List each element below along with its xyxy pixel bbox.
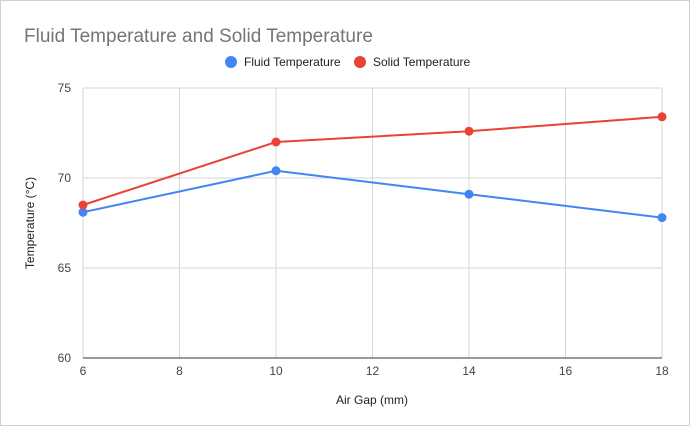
data-point [271,137,281,147]
x-tick-label: 10 [269,364,283,378]
y-tick-label: 70 [58,171,72,185]
data-point [464,189,474,199]
legend-marker [354,56,366,68]
data-point [464,126,474,136]
y-axis-label: Temperature (°C) [23,177,37,269]
gridlines [82,87,663,359]
tick-labels: 60 65 70 75 6 8 10 12 14 16 18 [58,81,669,378]
legend-marker [225,56,237,68]
legend: Fluid Temperature Solid Temperature [225,55,470,69]
series-line-1 [82,115,663,206]
data-point [78,207,88,217]
legend-label: Fluid Temperature [244,55,341,69]
data-point [657,112,667,122]
x-tick-label: 18 [655,364,669,378]
y-tick-label: 65 [58,261,72,275]
legend-label: Solid Temperature [373,55,470,69]
chart-title: Fluid Temperature and Solid Temperature [24,26,373,47]
y-tick-label: 75 [58,81,72,95]
series-line-0 [82,169,663,219]
x-axis-label: Air Gap (mm) [336,393,408,407]
x-tick-label: 6 [80,364,87,378]
series-group [78,112,667,223]
y-tick-label: 60 [58,351,72,365]
x-tick-label: 16 [559,364,573,378]
x-tick-label: 8 [176,364,183,378]
x-tick-label: 14 [462,364,476,378]
data-point [657,213,667,223]
data-point [78,200,88,210]
x-tick-label: 12 [366,364,380,378]
data-point [271,166,281,176]
